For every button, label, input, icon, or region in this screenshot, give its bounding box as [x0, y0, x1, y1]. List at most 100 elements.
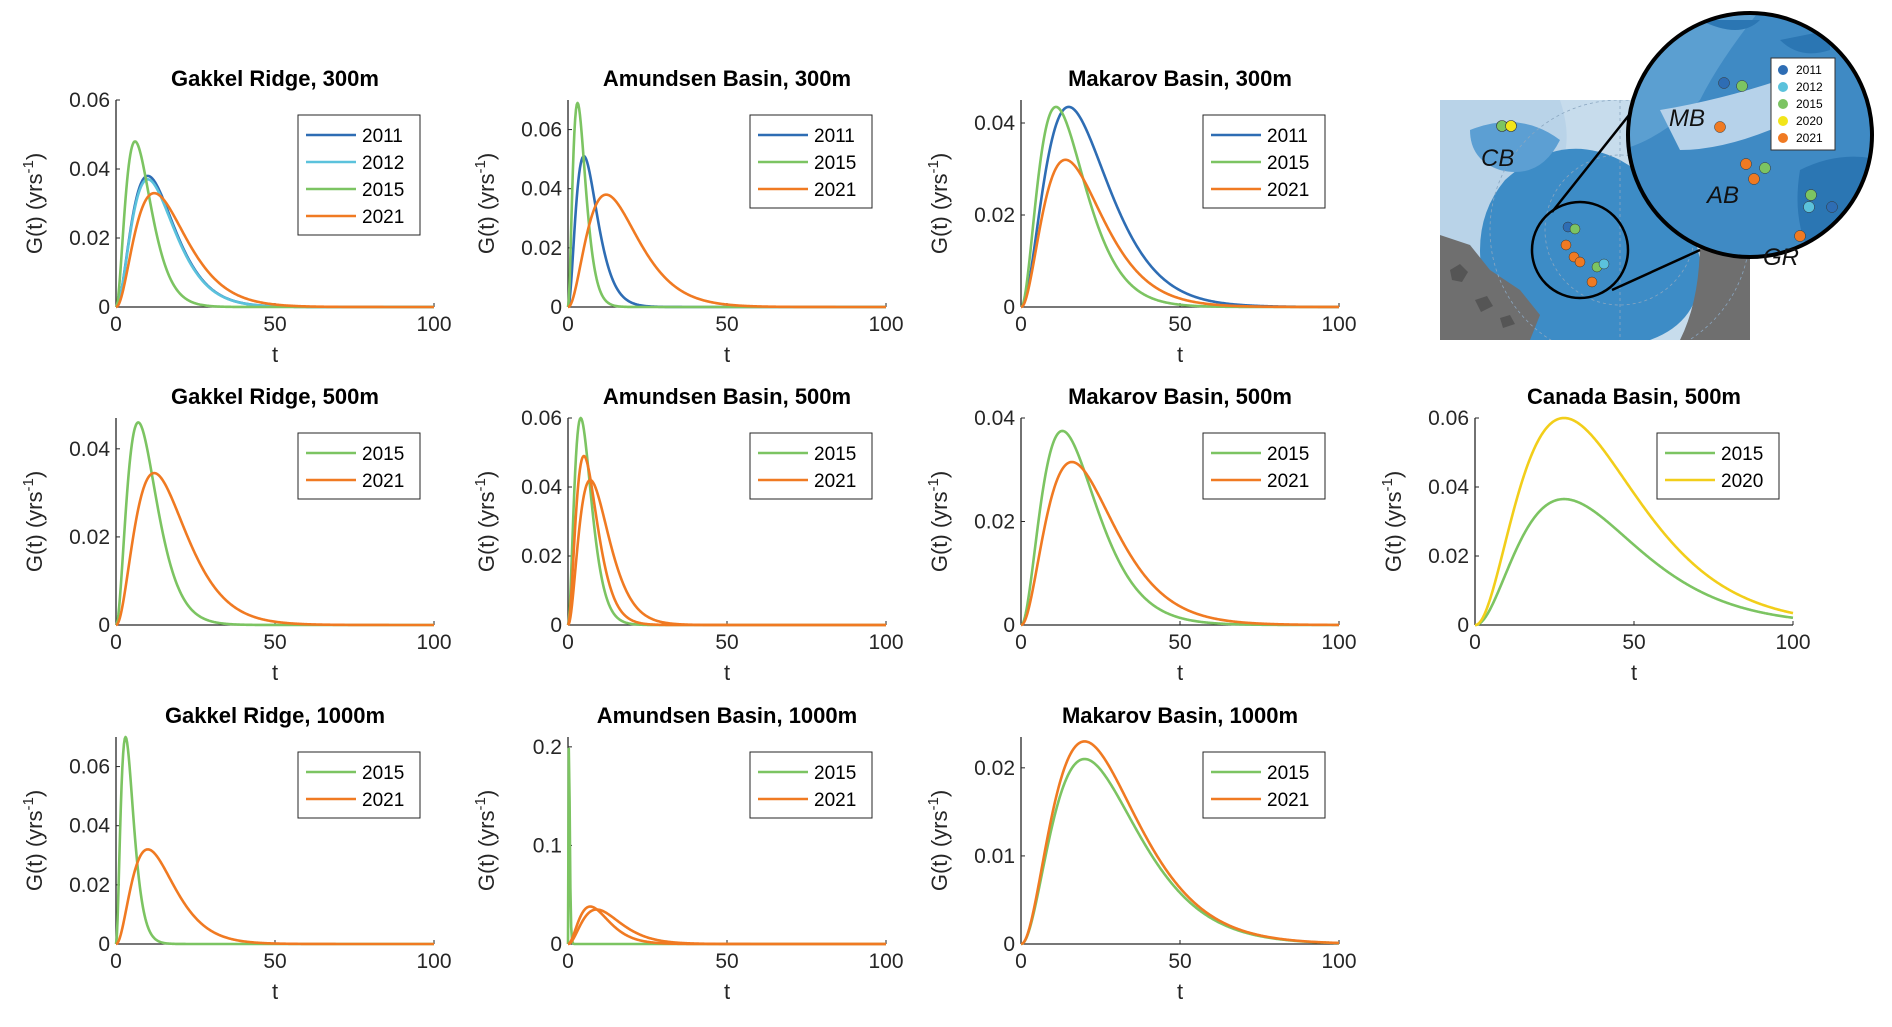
- legend-label: 2015: [814, 763, 856, 784]
- y-axis-label-close: ): [1381, 471, 1406, 478]
- y-axis-label-text: G(t) (yrs: [474, 492, 499, 573]
- legend-label: 2011: [1267, 126, 1308, 147]
- map-zoom-line-bottom: [1611, 248, 1701, 292]
- series-line-2021: [115, 471, 435, 627]
- y-axis-label-close: ): [927, 153, 952, 160]
- y-tick-label: 0: [1457, 614, 1469, 637]
- y-tick-label: 0.02: [1428, 545, 1469, 568]
- subplot-9: Amundsen Basin, 1000m 0 50 100 0 0.1 0.2 t G(t) …: [472, 703, 904, 1004]
- x-tick-label: 0: [1469, 631, 1481, 654]
- x-tick-label: 0: [1015, 950, 1027, 973]
- subplot-5: Amundsen Basin, 500m 0 50 100 0 0.02 0.04 0.06 t…: [472, 384, 904, 685]
- x-axis-label: t: [272, 979, 278, 1004]
- y-axis-label-sup: -1: [20, 797, 37, 810]
- legend-box: [297, 751, 421, 819]
- y-tick-label: 0.04: [1428, 476, 1469, 499]
- y-tick-label: 0.06: [521, 407, 562, 430]
- legend-box: [1202, 432, 1326, 500]
- x-tick-label: 0: [110, 631, 122, 654]
- x-axis-label: t: [1631, 660, 1637, 685]
- subplot-2: Amundsen Basin, 300m 0 50 100 0 0.02 0.04 0.06 t…: [472, 66, 904, 367]
- map-label-ab: AB: [1705, 182, 1739, 209]
- subplot-title: Gakkel Ridge, 300m: [171, 66, 379, 91]
- x-tick-label: 50: [715, 313, 738, 336]
- y-tick-label: 0.04: [521, 178, 562, 201]
- y-axis-label-text: G(t) (yrs: [474, 811, 499, 892]
- map-legend-dot-2011: [1778, 65, 1788, 75]
- subplot-title: Canada Basin, 500m: [1527, 384, 1741, 409]
- y-axis-label: G(t) (yrs-1): [472, 790, 499, 891]
- zoom-station-2021: [1794, 230, 1806, 242]
- y-axis-label-sup: -1: [472, 160, 489, 173]
- subplot-title: Makarov Basin, 500m: [1068, 384, 1292, 409]
- x-tick-label: 0: [562, 631, 574, 654]
- y-tick-label: 0.1: [533, 834, 562, 857]
- x-tick-label: 0: [1015, 631, 1027, 654]
- y-axis-label-sup: -1: [925, 797, 942, 810]
- y-axis-label: G(t) (yrs-1): [925, 790, 952, 891]
- x-tick-label: 50: [263, 950, 286, 973]
- x-tick-label: 50: [1622, 631, 1645, 654]
- map-legend-label: 2015: [1796, 97, 1823, 111]
- y-tick-label: 0.04: [69, 815, 110, 838]
- y-tick-label: 0: [550, 614, 562, 637]
- map-label-cb: CB: [1481, 145, 1514, 172]
- y-axis-label: G(t) (yrs-1): [472, 471, 499, 572]
- y-tick-label: 0.06: [1428, 407, 1469, 430]
- subplot-title: Gakkel Ridge, 500m: [171, 384, 379, 409]
- x-axis-label: t: [272, 342, 278, 367]
- subplot-title: Amundsen Basin, 1000m: [597, 703, 857, 728]
- y-axis-label-close: ): [22, 471, 47, 478]
- y-tick-label: 0.02: [69, 227, 110, 250]
- legend-label: 2015: [1267, 153, 1309, 174]
- map-graticule-1: [1489, 100, 1750, 340]
- subplot-title: Makarov Basin, 300m: [1068, 66, 1292, 91]
- x-tick-label: 100: [868, 631, 903, 654]
- map-station-2021: [1586, 276, 1598, 288]
- y-axis-label-close: ): [474, 153, 499, 160]
- y-tick-label: 0.2: [533, 736, 562, 759]
- y-tick-label: 0.02: [69, 874, 110, 897]
- y-axis-label-text: G(t) (yrs: [474, 174, 499, 255]
- y-tick-label: 0.01: [974, 845, 1015, 868]
- map-station-2015: [1569, 223, 1581, 235]
- legend-label: 2015: [814, 153, 856, 174]
- legend-label: 2021: [362, 207, 404, 228]
- x-tick-label: 50: [1168, 631, 1191, 654]
- x-axis-label: t: [1177, 979, 1183, 1004]
- y-axis-label-sup: -1: [472, 478, 489, 491]
- y-axis-label-sup: -1: [20, 160, 37, 173]
- map-legend-label: 2011: [1796, 63, 1822, 77]
- subplot-title: Gakkel Ridge, 1000m: [165, 703, 385, 728]
- zoom-ridge: [1660, 80, 1793, 150]
- y-tick-label: 0: [98, 933, 110, 956]
- y-tick-label: 0.04: [69, 438, 110, 461]
- subplot-title: Amundsen Basin, 300m: [603, 66, 851, 91]
- y-tick-label: 0: [1003, 296, 1015, 319]
- y-axis-label-sup: -1: [925, 160, 942, 173]
- legend-label: 2021: [1267, 790, 1309, 811]
- legend-label: 2015: [362, 180, 404, 201]
- x-tick-label: 100: [868, 313, 903, 336]
- y-axis-label: G(t) (yrs-1): [20, 153, 47, 254]
- y-axis-label-close: ): [474, 471, 499, 478]
- x-tick-label: 50: [263, 631, 286, 654]
- subplot-10: Makarov Basin, 1000m 0 50 100 0 0.01 0.02 t G(t)…: [925, 703, 1357, 1004]
- x-tick-label: 100: [868, 950, 903, 973]
- y-axis-label-text: G(t) (yrs: [927, 174, 952, 255]
- y-axis-label: G(t) (yrs-1): [20, 471, 47, 572]
- y-tick-label: 0.02: [974, 204, 1015, 227]
- y-tick-label: 0.04: [521, 476, 562, 499]
- arctic-map: CB MB AB GR: [1440, 11, 1874, 340]
- y-axis-label-close: ): [22, 153, 47, 160]
- y-tick-label: 0.06: [69, 756, 110, 779]
- y-tick-label: 0: [550, 933, 562, 956]
- zoom-station-2011: [1826, 201, 1838, 213]
- y-axis-label-close: ): [927, 471, 952, 478]
- y-tick-label: 0.02: [69, 526, 110, 549]
- y-tick-label: 0: [550, 296, 562, 319]
- plots: Gakkel Ridge, 300m 0 50 100 0 0.02 0.04 0.06 t G(…: [20, 66, 1811, 1004]
- y-axis-label-close: ): [927, 790, 952, 797]
- y-tick-label: 0.06: [69, 89, 110, 112]
- x-tick-label: 100: [416, 631, 451, 654]
